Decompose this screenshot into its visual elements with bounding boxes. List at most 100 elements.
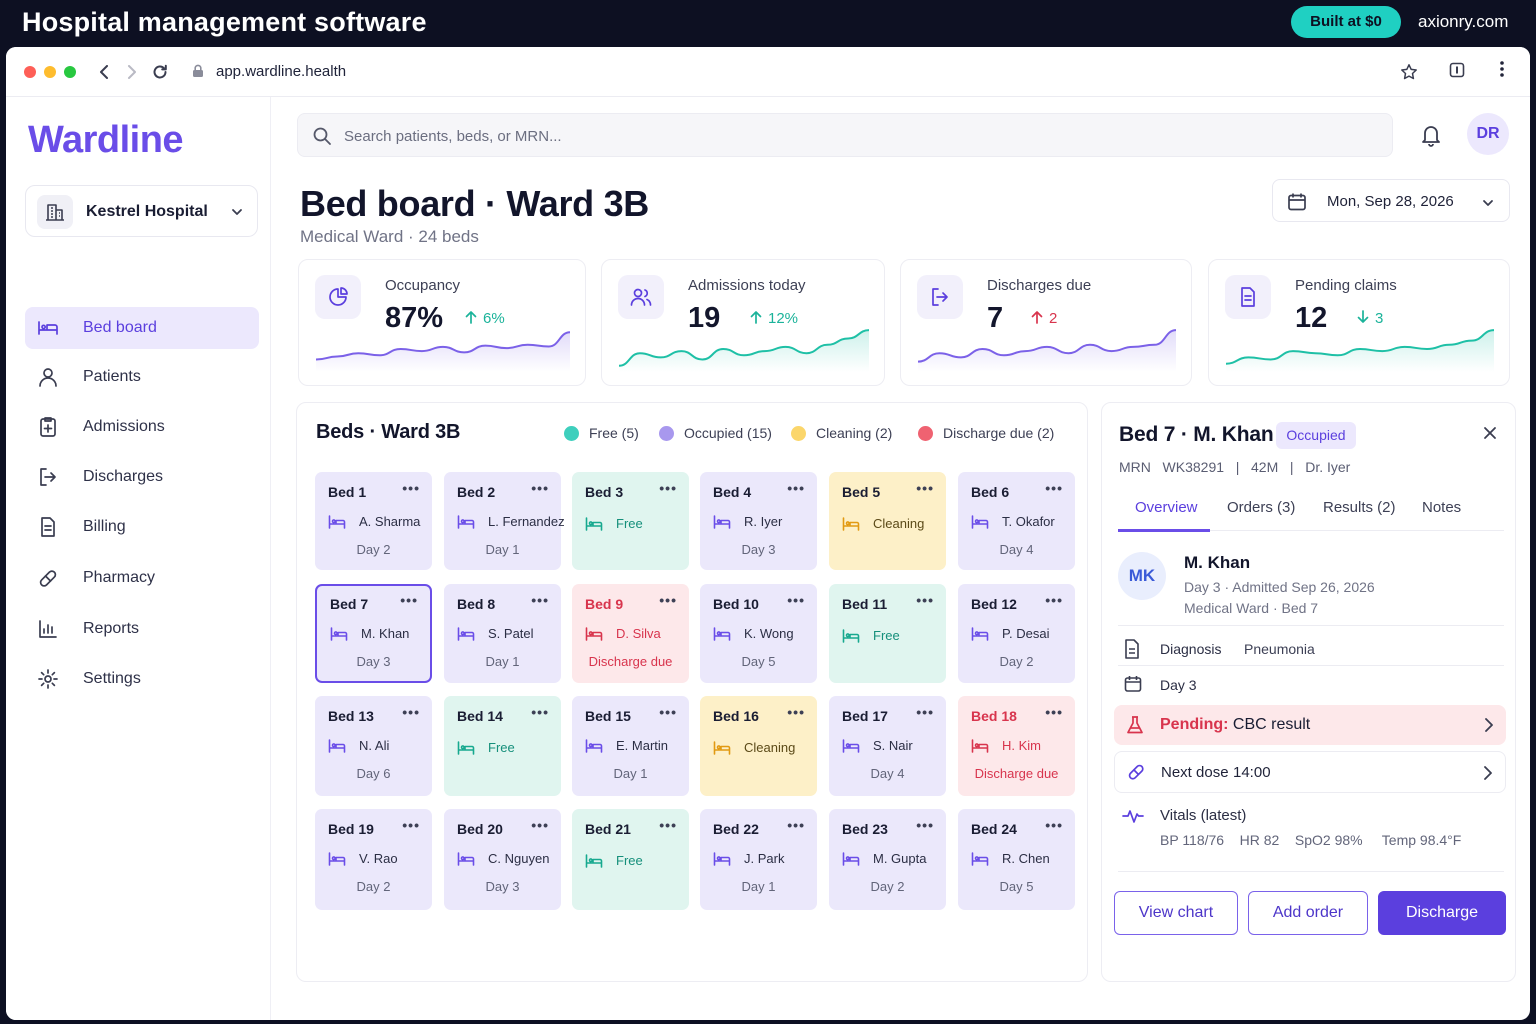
search-input[interactable]: [344, 122, 1344, 150]
more-options-icon[interactable]: •••: [659, 817, 677, 833]
stat-card-discharges-due[interactable]: Discharges due 7 2: [900, 259, 1192, 386]
more-options-icon[interactable]: •••: [1045, 592, 1063, 608]
more-options-icon[interactable]: •••: [531, 704, 549, 720]
address-bar[interactable]: app.wardline.health: [182, 55, 1422, 89]
bed-card[interactable]: Bed 2 ••• L. Fernandez Day 1: [444, 472, 565, 570]
browser-menu-icon[interactable]: [1500, 60, 1504, 83]
more-options-icon[interactable]: •••: [659, 704, 677, 720]
close-icon[interactable]: [1482, 425, 1498, 446]
tab-results[interactable]: Results (2): [1323, 499, 1396, 516]
bed-card[interactable]: Bed 11 ••• Free: [829, 584, 946, 683]
more-options-icon[interactable]: •••: [916, 704, 934, 720]
bed-card[interactable]: Bed 7 ••• M. Khan Day 3: [315, 584, 432, 683]
bookmark-star-icon[interactable]: [1400, 63, 1418, 86]
forward-icon[interactable]: [122, 61, 142, 83]
reload-icon[interactable]: [150, 61, 170, 83]
discharge-button[interactable]: Discharge: [1378, 891, 1506, 935]
building-icon: [37, 195, 73, 229]
bed-card[interactable]: Bed 15 ••• E. Martin Day 1: [572, 696, 689, 796]
more-options-icon[interactable]: •••: [531, 817, 549, 833]
bed-card[interactable]: Bed 5 ••• Cleaning: [829, 472, 946, 570]
bed-card[interactable]: Bed 8 ••• S. Patel Day 1: [444, 584, 561, 683]
more-options-icon[interactable]: •••: [787, 480, 805, 496]
sidebar-item-pharmacy[interactable]: Pharmacy: [25, 557, 259, 599]
sidepanel-icon[interactable]: [1449, 62, 1465, 83]
stat-card-occupancy[interactable]: Occupancy 87% 6%: [298, 259, 586, 386]
more-options-icon[interactable]: •••: [531, 480, 549, 496]
more-options-icon[interactable]: •••: [1045, 480, 1063, 496]
tab-overview[interactable]: Overview: [1135, 499, 1198, 516]
bed-card[interactable]: Bed 23 ••• M. Gupta Day 2: [829, 809, 946, 910]
file-icon: [1225, 275, 1271, 319]
bed-card[interactable]: Bed 17 ••• S. Nair Day 4: [829, 696, 946, 796]
search-bar[interactable]: [297, 113, 1393, 157]
bed-card[interactable]: Bed 14 ••• Free: [444, 696, 561, 796]
back-icon[interactable]: [94, 61, 114, 83]
bell-icon[interactable]: [1420, 123, 1442, 152]
sidebar-item-patients[interactable]: Patients: [25, 356, 259, 398]
bed-card[interactable]: Bed 21 ••• Free: [572, 809, 689, 910]
close-window-dot[interactable]: [24, 66, 36, 78]
bed-card[interactable]: Bed 10 ••• K. Wong Day 5: [700, 584, 817, 683]
sidebar-item-admissions[interactable]: Admissions: [25, 406, 259, 448]
user-avatar[interactable]: DR: [1467, 113, 1509, 155]
bed-card[interactable]: Bed 6 ••• T. Okafor Day 4: [958, 472, 1075, 570]
pending-result-row[interactable]: Pending: CBC result: [1114, 705, 1506, 745]
more-options-icon[interactable]: •••: [659, 592, 677, 608]
add-order-button[interactable]: Add order: [1248, 891, 1368, 935]
view-chart-button[interactable]: View chart: [1114, 891, 1238, 935]
bed-card[interactable]: Bed 18 ••• H. Kim Discharge due: [958, 696, 1075, 796]
next-dose-label: Next dose: [1161, 764, 1229, 781]
bed-card[interactable]: Bed 3 ••• Free: [572, 472, 689, 570]
more-options-icon[interactable]: •••: [400, 592, 418, 608]
maximize-window-dot[interactable]: [64, 66, 76, 78]
more-options-icon[interactable]: •••: [402, 817, 420, 833]
more-options-icon[interactable]: •••: [916, 480, 934, 496]
sidebar-item-settings[interactable]: Settings: [25, 658, 259, 700]
document-icon: [1124, 639, 1140, 664]
more-options-icon[interactable]: •••: [916, 817, 934, 833]
bed-card[interactable]: Bed 12 ••• P. Desai Day 2: [958, 584, 1075, 683]
more-options-icon[interactable]: •••: [787, 704, 805, 720]
tab-orders[interactable]: Orders (3): [1227, 499, 1296, 516]
sidebar-item-bed-board[interactable]: Bed board: [25, 307, 259, 349]
next-dose-row[interactable]: Next dose 14:00: [1114, 751, 1506, 793]
bed-icon: [842, 852, 860, 871]
hospital-selector[interactable]: Kestrel Hospital: [25, 185, 258, 237]
stat-card-pending-claims[interactable]: Pending claims 12 3: [1208, 259, 1510, 386]
more-options-icon[interactable]: •••: [659, 480, 677, 496]
tab-notes[interactable]: Notes: [1422, 499, 1462, 516]
stat-trend-value: 3: [1375, 310, 1384, 327]
minimize-window-dot[interactable]: [44, 66, 56, 78]
sparkline: [917, 329, 1177, 372]
more-options-icon[interactable]: •••: [787, 592, 805, 608]
bed-card[interactable]: Bed 9 ••• D. Silva Discharge due: [572, 584, 689, 683]
more-options-icon[interactable]: •••: [1045, 817, 1063, 833]
bed-name: Bed 13: [328, 708, 374, 724]
sidebar-item-billing[interactable]: Billing: [25, 506, 259, 548]
stat-card-admissions-today[interactable]: Admissions today 19 12%: [601, 259, 885, 386]
bed-card[interactable]: Bed 16 ••• Cleaning: [700, 696, 817, 796]
app-logo[interactable]: Wardline: [28, 119, 184, 161]
bed-card[interactable]: Bed 19 ••• V. Rao Day 2: [315, 809, 432, 910]
sidebar-item-reports[interactable]: Reports: [25, 608, 259, 650]
bed-name: Bed 2: [457, 484, 496, 500]
more-options-icon[interactable]: •••: [402, 704, 420, 720]
date-picker[interactable]: Mon, Sep 28, 2026: [1272, 179, 1510, 222]
more-options-icon[interactable]: •••: [531, 592, 549, 608]
bed-card[interactable]: Bed 1 ••• A. Sharma Day 2: [315, 472, 432, 570]
bed-card[interactable]: Bed 24 ••• R. Chen Day 5: [958, 809, 1075, 910]
more-options-icon[interactable]: •••: [402, 480, 420, 496]
built-badge[interactable]: Built at $0: [1291, 6, 1401, 38]
more-options-icon[interactable]: •••: [916, 592, 934, 608]
stat-trend: 6%: [465, 310, 505, 327]
more-options-icon[interactable]: •••: [1045, 704, 1063, 720]
bed-card[interactable]: Bed 4 ••• R. Iyer Day 3: [700, 472, 817, 570]
bed-card[interactable]: Bed 22 ••• J. Park Day 1: [700, 809, 817, 910]
sidebar-item-discharges[interactable]: Discharges: [25, 456, 259, 498]
users-icon: [618, 275, 664, 319]
bed-card[interactable]: Bed 20 ••• C. Nguyen Day 3: [444, 809, 561, 910]
bed-card[interactable]: Bed 13 ••• N. Ali Day 6: [315, 696, 432, 796]
more-options-icon[interactable]: •••: [787, 817, 805, 833]
banner-site[interactable]: axionry.com: [1418, 12, 1509, 31]
